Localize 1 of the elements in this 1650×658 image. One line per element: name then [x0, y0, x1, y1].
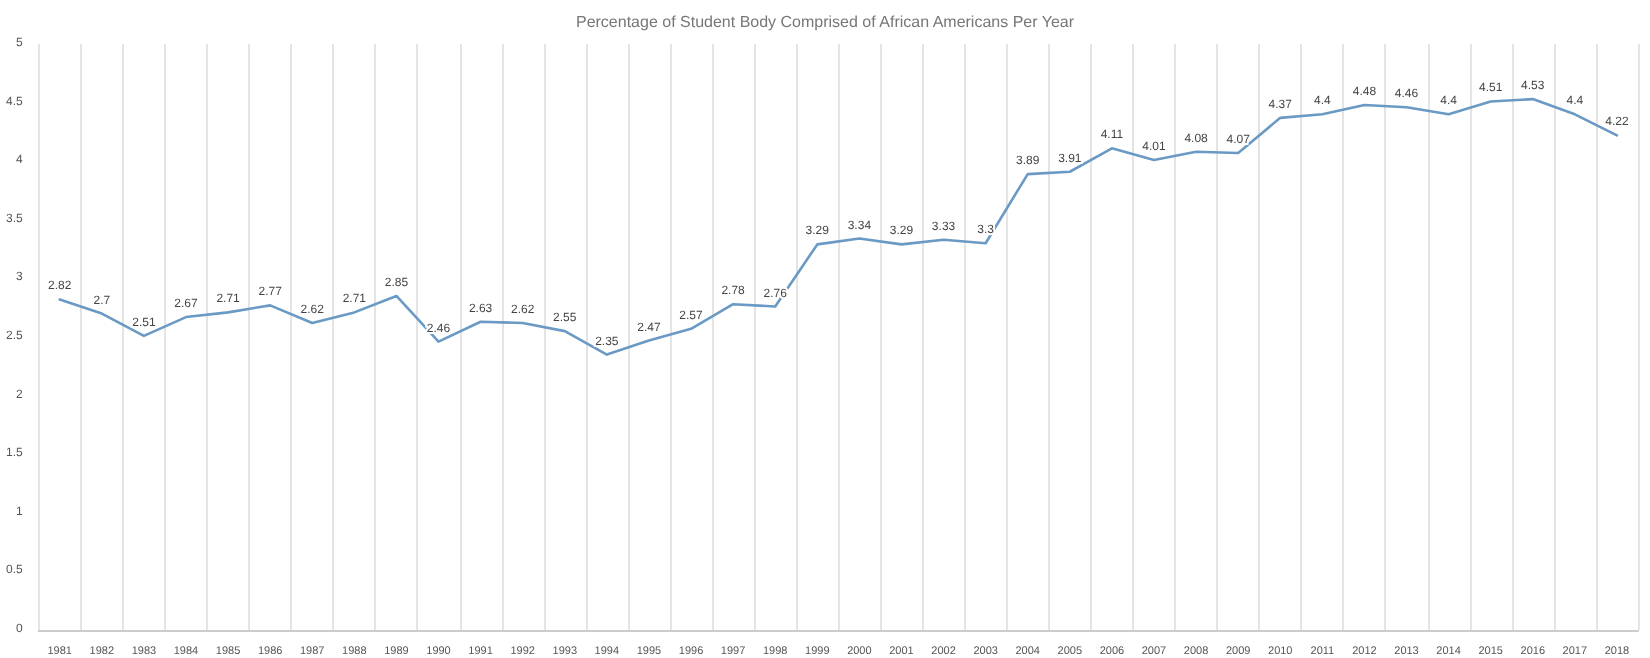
- chart-title: Percentage of Student Body Comprised of African Americans Per Year: [575, 13, 1075, 31]
